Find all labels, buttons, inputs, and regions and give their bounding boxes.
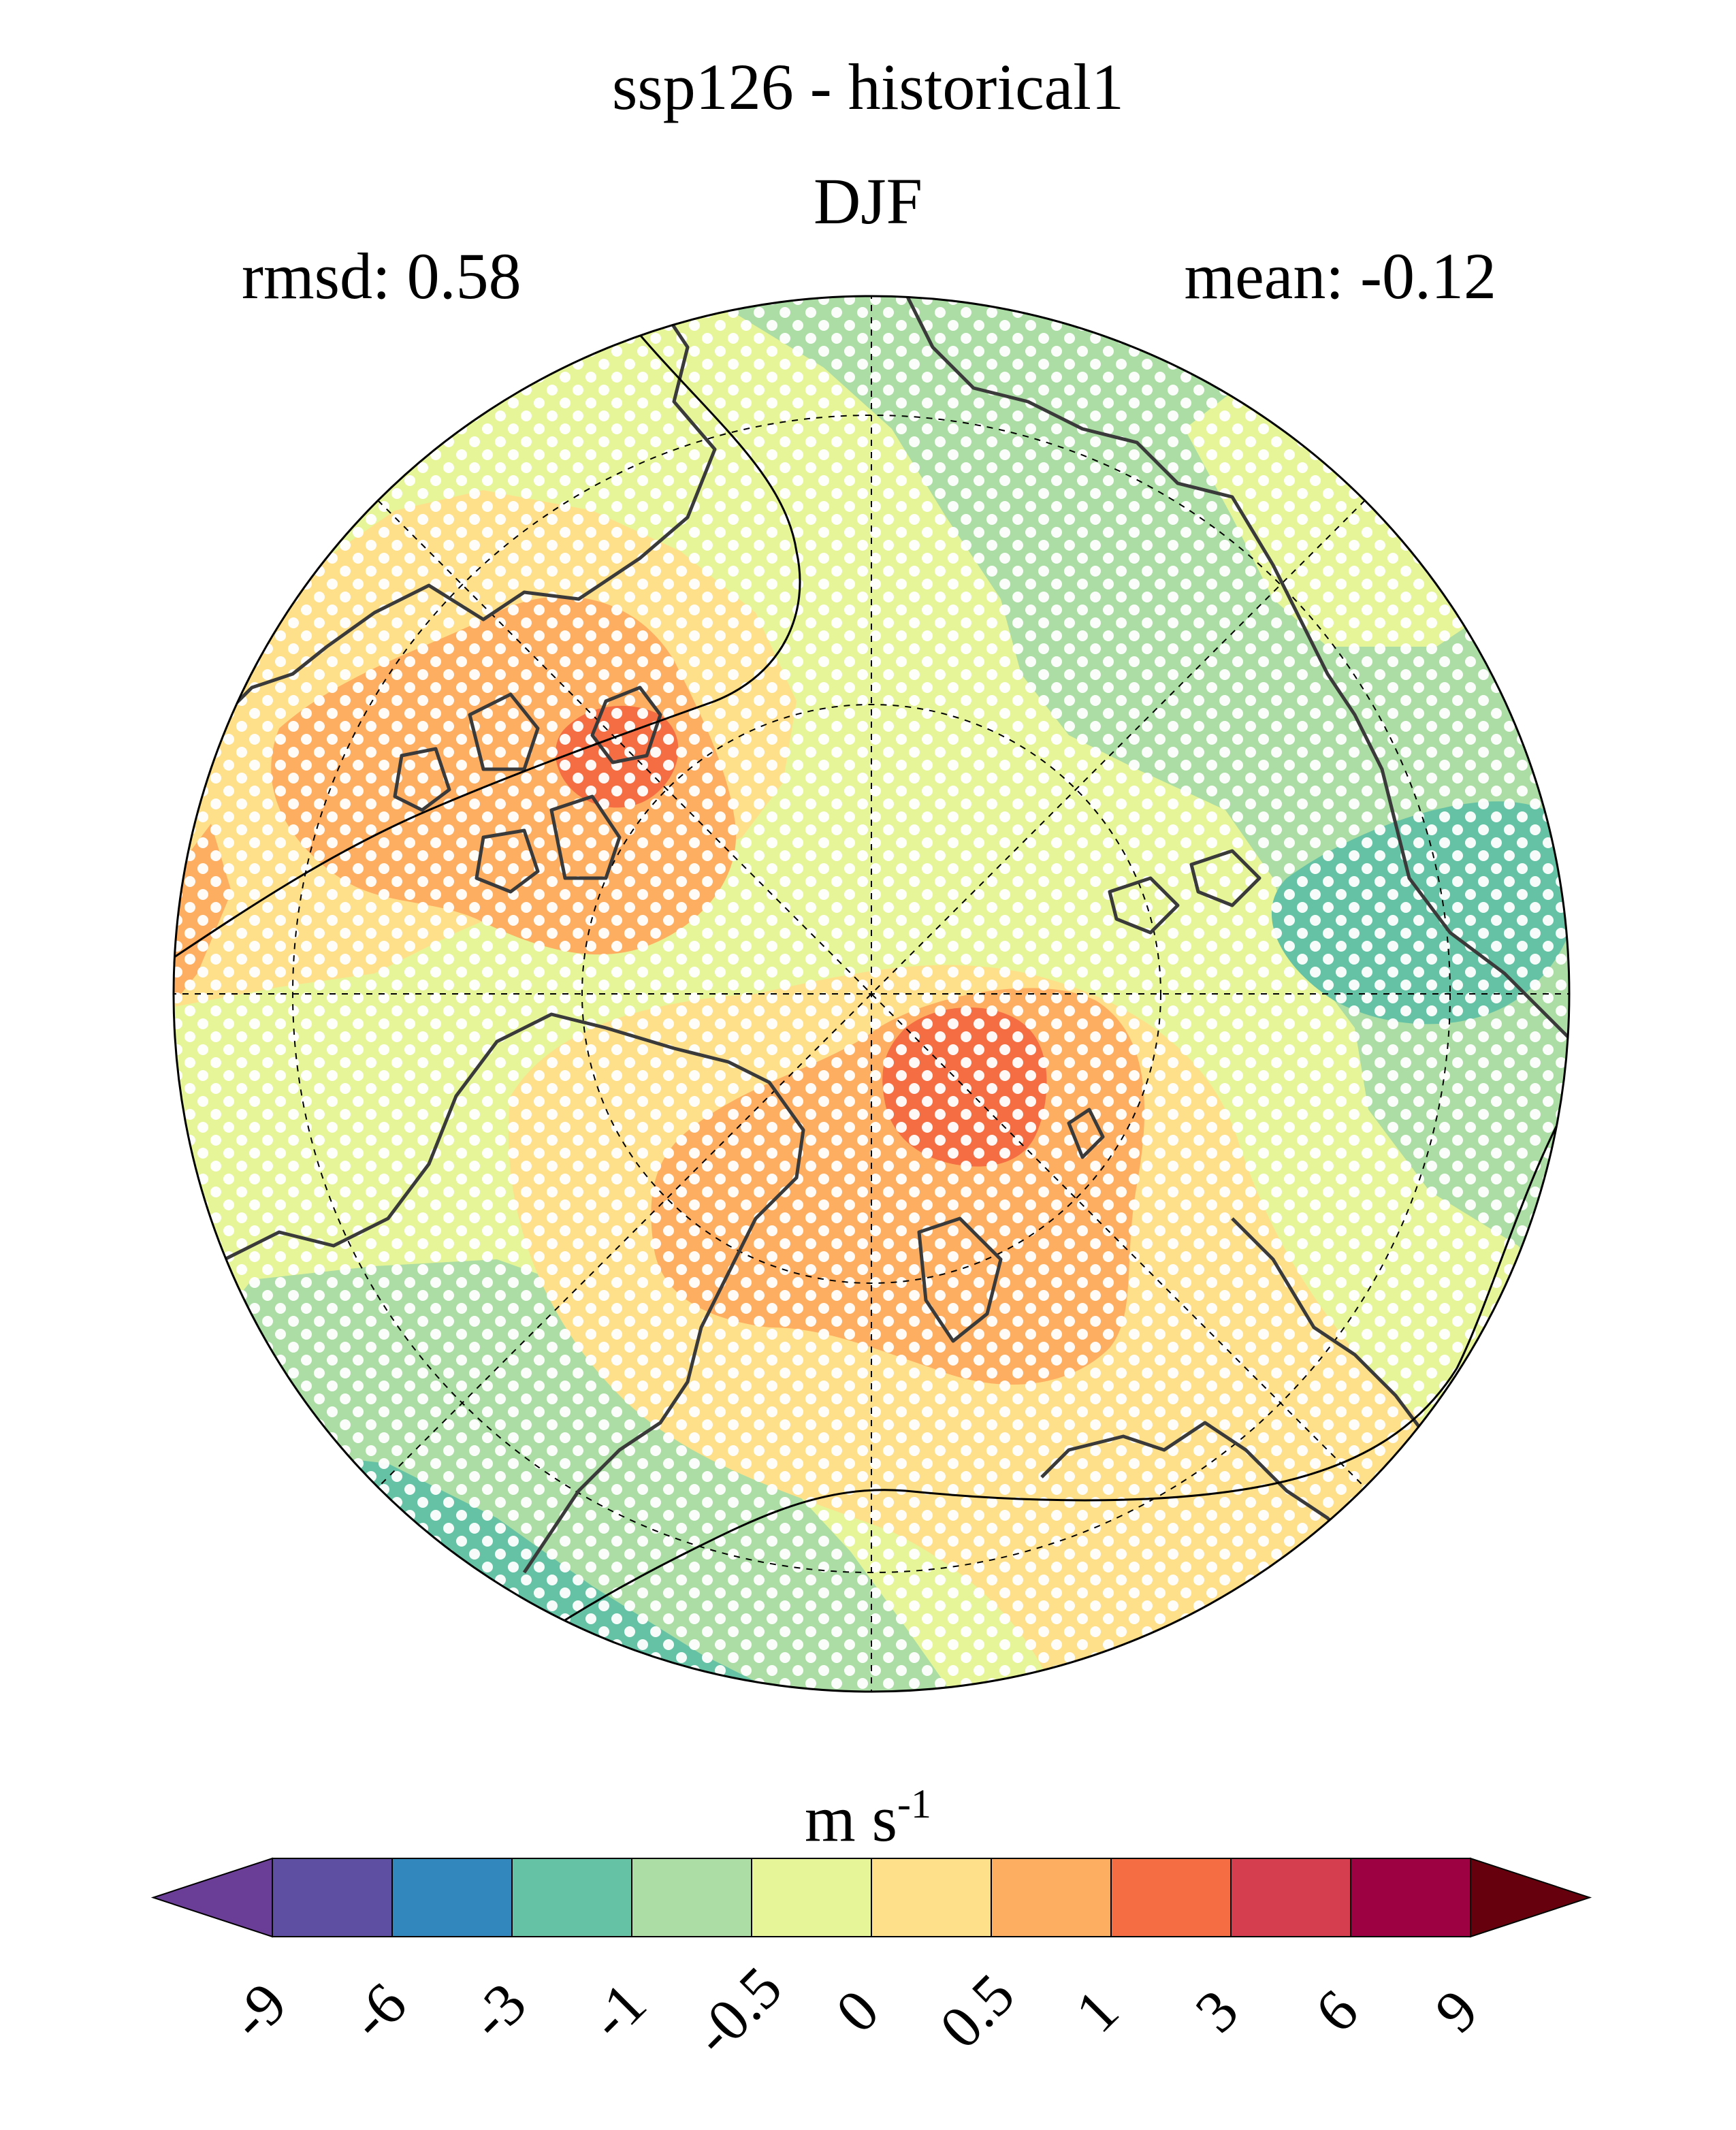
map-frame [172,295,1571,1693]
plot-title: ssp126 - historical1 [612,50,1124,123]
mean-label: mean: -0.12 [1184,240,1496,312]
colorbar-swatch [391,1858,513,1937]
colorbar-tick-label: 0.5 [928,1962,1027,2061]
colorbar-swatch [871,1858,992,1937]
colorbar-under-arrow [150,1857,273,1938]
colorbar: -9 -6 -3 -1 -0.5 0 0.5 1 3 6 9 [150,1857,1592,2068]
colorbar-swatch [511,1858,632,1937]
colorbar-tick-label: -9 [218,1971,300,2052]
colorbar-swatch [1230,1858,1351,1937]
units-exponent: -1 [897,1781,931,1826]
units-base: m s [804,1782,898,1855]
colorbar-swatch [751,1858,872,1937]
colorbar-tick-label: -1 [577,1971,659,2052]
colorbar-swatch [631,1858,752,1937]
colorbar-swatch [1350,1858,1471,1937]
reference-contours [174,296,1569,1692]
rmsd-label: rmsd: 0.58 [242,240,521,312]
colorbar-tick-label: 3 [1183,1978,1251,2046]
colorbar-tick-label: 0 [824,1978,892,2046]
colorbar-tick-label: 1 [1063,1978,1131,2046]
colorbar-tick-label: 9 [1423,1978,1491,2046]
colorbar-tick-label: -0.5 [681,1954,794,2068]
colorbar-units: m s-1 [0,1784,1736,1852]
colorbar-tick-label: -3 [457,1971,539,2052]
colorbar-tick-label: 6 [1303,1978,1371,2046]
season-label: DJF [813,165,923,238]
polar-map [172,295,1571,1693]
colorbar-swatch [1110,1858,1232,1937]
colorbar-swatch [991,1858,1112,1937]
colorbar-swatch [272,1858,393,1937]
colorbar-over-arrow [1470,1857,1592,1938]
graticule [174,296,1569,1692]
colorbar-tick-label: -6 [338,1971,419,2052]
